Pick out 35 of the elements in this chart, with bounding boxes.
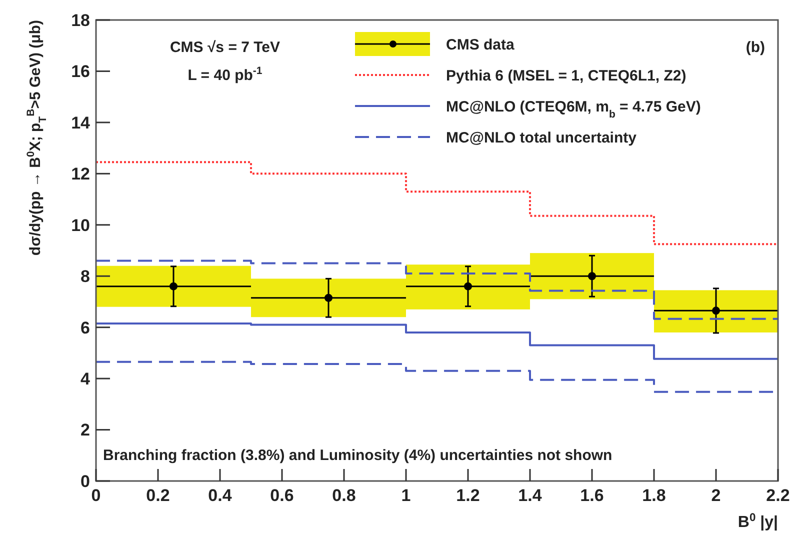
point bbox=[170, 282, 178, 290]
y-tick-label: 14 bbox=[71, 113, 91, 132]
y-tick-label: 12 bbox=[71, 164, 90, 184]
annotation: (b) bbox=[746, 39, 765, 56]
annotation: Branching fraction (3.8%) and Luminosity (4%) uncertainties not shown bbox=[103, 447, 612, 464]
legend-label: Pythia 6 (MSEL = 1, CTEQ6L1, Z2) bbox=[446, 67, 686, 84]
x-tick-label: 1.6 bbox=[580, 486, 604, 505]
point bbox=[588, 272, 596, 280]
y-tick-label: 2 bbox=[80, 420, 90, 440]
x-tick-label: 0.8 bbox=[332, 486, 356, 505]
legend-label: CMS data bbox=[446, 36, 515, 54]
x-tick-label: 1.4 bbox=[518, 486, 542, 505]
x-tick-label: 0.2 bbox=[146, 486, 170, 505]
y-tick-label: 4 bbox=[80, 370, 91, 389]
legend-label: MC@NLO (CTEQ6M, m$_{b}$ = 4.75 GeV) bbox=[446, 98, 701, 120]
y-tick-label: 16 bbox=[71, 62, 90, 82]
legend-label: MC@NLO total uncertainty bbox=[446, 129, 638, 146]
x-tick-label: 1.2 bbox=[456, 486, 480, 505]
point bbox=[464, 282, 472, 290]
x-tick-label: 1 bbox=[401, 486, 411, 505]
x-tick-label: 0.4 bbox=[208, 486, 232, 505]
y-tick-label: 6 bbox=[80, 318, 90, 338]
x-tick-label: 2.2 bbox=[766, 486, 790, 505]
y-tick-label: 18 bbox=[71, 10, 90, 30]
x-tick-label: 1.8 bbox=[642, 486, 666, 505]
annotation: L = 40 pb$^{-1}$ bbox=[188, 65, 262, 84]
y-tick-label: 0 bbox=[80, 472, 90, 491]
point bbox=[712, 306, 720, 315]
y-tick-label: 8 bbox=[80, 267, 90, 286]
annotation: CMS √s = 7 TeV bbox=[170, 39, 280, 56]
x-axis-title: B$^{0}$ |y| bbox=[738, 512, 778, 531]
point bbox=[324, 294, 332, 302]
y-tick-label: 10 bbox=[71, 216, 90, 235]
x-tick-label: 2 bbox=[711, 486, 721, 505]
x-tick-label: 0.6 bbox=[270, 486, 294, 505]
